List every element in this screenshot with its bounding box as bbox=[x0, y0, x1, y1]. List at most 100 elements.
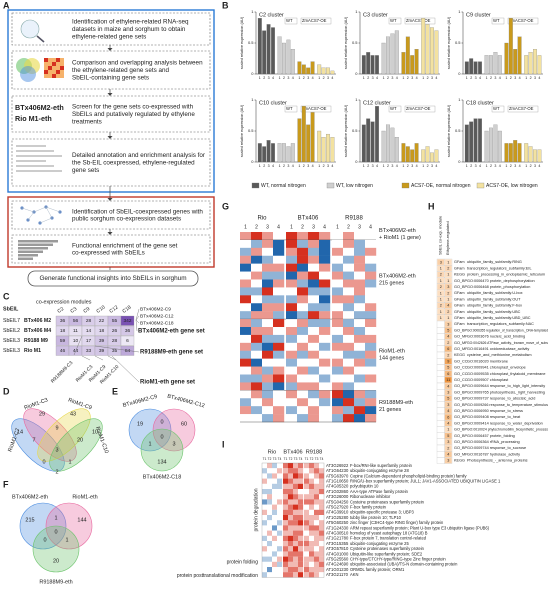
x-tick-label: 1 bbox=[363, 76, 365, 80]
heat-cell bbox=[297, 398, 309, 407]
heat-cell bbox=[251, 247, 263, 256]
group-label: BTx406M2-eth bbox=[379, 228, 416, 234]
gene-id: AT4G24690 bbox=[326, 562, 349, 567]
heat-cell bbox=[288, 489, 294, 495]
x-tick-label: 3 bbox=[431, 164, 433, 168]
heat-cell bbox=[262, 483, 268, 490]
heat-cell bbox=[286, 295, 298, 304]
bar bbox=[262, 146, 267, 163]
heat-cell bbox=[262, 311, 274, 320]
heat-cell bbox=[251, 414, 263, 423]
bar bbox=[394, 30, 399, 75]
heat-cell bbox=[365, 382, 377, 391]
heat-cell bbox=[314, 463, 320, 469]
heat-cell bbox=[304, 530, 310, 536]
heat-cell bbox=[288, 567, 294, 573]
cell-value: 26 bbox=[112, 328, 118, 334]
heat-cell bbox=[288, 494, 294, 500]
y-tick-label: 1 bbox=[355, 9, 358, 14]
step-text: Comparison and overlapping analysis betw… bbox=[72, 59, 204, 81]
enrichment-value: 3 bbox=[447, 322, 449, 326]
heat-cell bbox=[365, 350, 377, 359]
enrichment-mark bbox=[444, 457, 452, 464]
heat-cell bbox=[288, 473, 294, 479]
heat-cell bbox=[272, 483, 278, 490]
bar bbox=[390, 33, 395, 75]
heat-cell bbox=[319, 483, 325, 490]
gene-description: ubiquitin-conjugating enzyme 28 bbox=[350, 468, 409, 473]
panel-letter: E bbox=[112, 386, 118, 396]
heat-cell bbox=[273, 327, 285, 336]
x-tick-label: 1 bbox=[298, 164, 300, 168]
heat-cell bbox=[298, 473, 304, 479]
enrichment-cell bbox=[436, 438, 445, 446]
venn-count: 0 bbox=[160, 434, 163, 440]
heat-cell bbox=[304, 535, 310, 542]
gene-id: AT1G64230 bbox=[326, 468, 349, 473]
source-label: GO_BP bbox=[454, 279, 468, 283]
heat-cell bbox=[309, 504, 315, 510]
heat-cell bbox=[262, 327, 274, 336]
heat-cell bbox=[314, 561, 320, 568]
bar bbox=[430, 27, 434, 75]
column-label: T4 bbox=[278, 457, 282, 461]
heat-cell bbox=[267, 530, 273, 536]
heat-cell bbox=[267, 483, 273, 490]
gene-id: AT4G30510 bbox=[326, 531, 349, 536]
enrichment-mark bbox=[444, 377, 452, 383]
heat-cell bbox=[343, 390, 355, 399]
enrichment-value: 4 bbox=[447, 384, 449, 388]
conclusion-text: Generate functional insights into SbEILs… bbox=[39, 275, 186, 282]
group-label: ZmACS7-OE bbox=[509, 18, 534, 23]
gene-set-label: BTx406M2-C18 bbox=[140, 320, 174, 326]
heat-cell bbox=[309, 468, 315, 474]
source-label: GO_BP bbox=[454, 434, 468, 438]
heat-cell bbox=[314, 489, 320, 495]
term-label: GO:0009765 photosynthesis,_light_harvest… bbox=[467, 390, 545, 394]
x-tick-label: 4 bbox=[435, 76, 437, 80]
bar bbox=[301, 106, 306, 163]
heat-cell bbox=[293, 499, 299, 505]
bar bbox=[464, 124, 469, 163]
heat-cell bbox=[319, 489, 325, 495]
bar bbox=[489, 127, 493, 163]
heat-cell bbox=[304, 483, 310, 490]
heat-cell bbox=[297, 239, 309, 249]
bar bbox=[464, 61, 469, 75]
x-tick-label: 2 bbox=[427, 76, 429, 80]
heat-cell bbox=[304, 546, 310, 552]
enrichment-value: 1 bbox=[447, 428, 449, 432]
enrichment-value: 2 bbox=[440, 285, 442, 289]
heat-cell bbox=[314, 556, 320, 562]
enrichment-mark bbox=[444, 383, 452, 389]
enrichment-value: 2 bbox=[447, 310, 449, 314]
x-tick-label: 4 bbox=[396, 76, 398, 80]
icon bbox=[18, 243, 53, 246]
icon bbox=[56, 66, 60, 70]
heat-cell bbox=[297, 366, 309, 375]
x-tick-label: 3 bbox=[494, 76, 496, 80]
heat-cell bbox=[251, 295, 263, 304]
heat-cell bbox=[277, 463, 283, 469]
source-label: GFam bbox=[454, 310, 465, 314]
heat-cell bbox=[298, 546, 304, 552]
venn-count: 1 bbox=[65, 537, 68, 543]
heat-cell bbox=[272, 530, 278, 536]
enrichment-mark bbox=[437, 302, 445, 309]
heat-cell bbox=[240, 366, 252, 375]
heat-cell bbox=[298, 520, 304, 526]
heat-cell bbox=[286, 342, 298, 351]
heat-cell bbox=[332, 247, 344, 256]
icon bbox=[52, 58, 56, 62]
enrichment-cell bbox=[436, 333, 445, 340]
heat-cell bbox=[314, 520, 320, 526]
heat-cell bbox=[273, 279, 285, 288]
heat-cell bbox=[273, 263, 285, 272]
chart-title: C12 cluster bbox=[363, 100, 391, 106]
heat-cell bbox=[286, 239, 298, 249]
heat-cell bbox=[297, 311, 309, 320]
heat-cell bbox=[251, 255, 263, 264]
heat-cell bbox=[314, 530, 320, 536]
x-tick-label: 2 bbox=[367, 76, 369, 80]
enrichment-value: 1 bbox=[447, 298, 449, 302]
